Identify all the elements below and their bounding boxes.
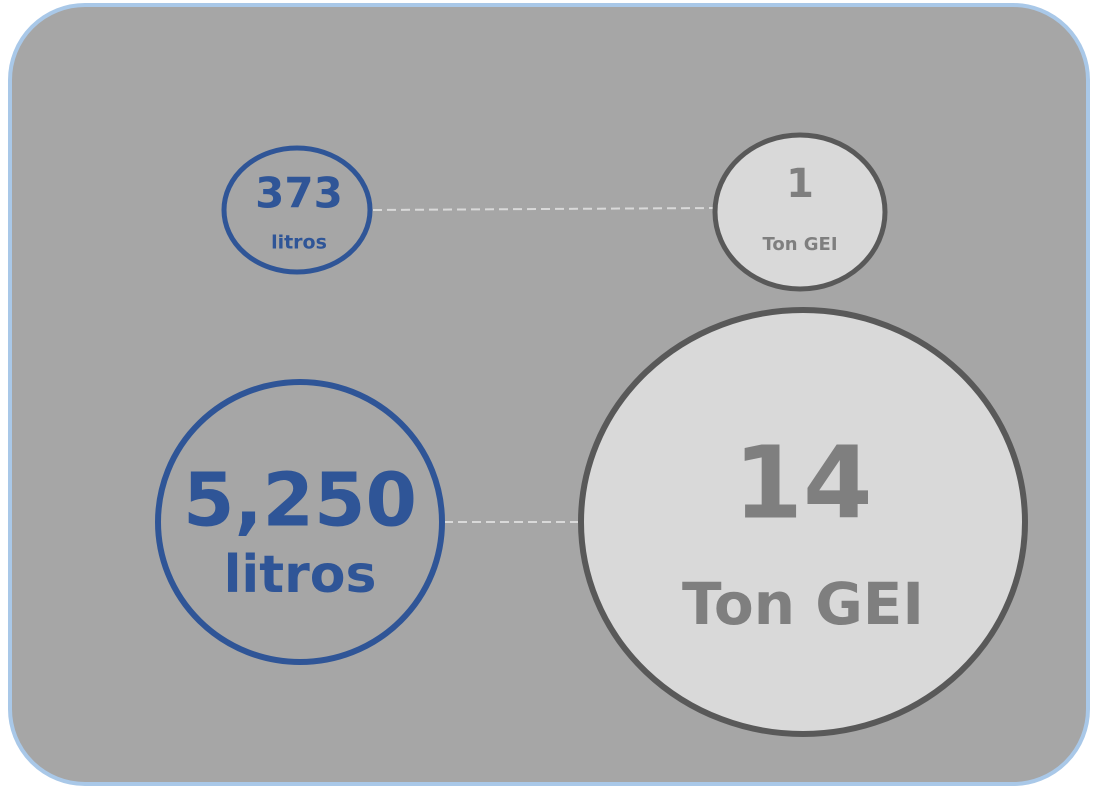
volume-circle bbox=[221, 145, 373, 275]
volume-unit: litros bbox=[271, 232, 327, 254]
emission-circle bbox=[712, 132, 888, 292]
emission-circle bbox=[578, 307, 1028, 737]
volume-circle bbox=[155, 379, 445, 665]
volume-value: 5,250 bbox=[183, 458, 417, 544]
connector bbox=[372, 207, 716, 211]
volume-value: 373 bbox=[255, 169, 343, 218]
emission-value: 1 bbox=[786, 161, 814, 207]
emission-unit: Ton GEI bbox=[682, 570, 924, 638]
emission-value: 14 bbox=[733, 424, 872, 541]
emission-unit: Ton GEI bbox=[762, 234, 837, 255]
volume-unit: litros bbox=[224, 545, 377, 605]
